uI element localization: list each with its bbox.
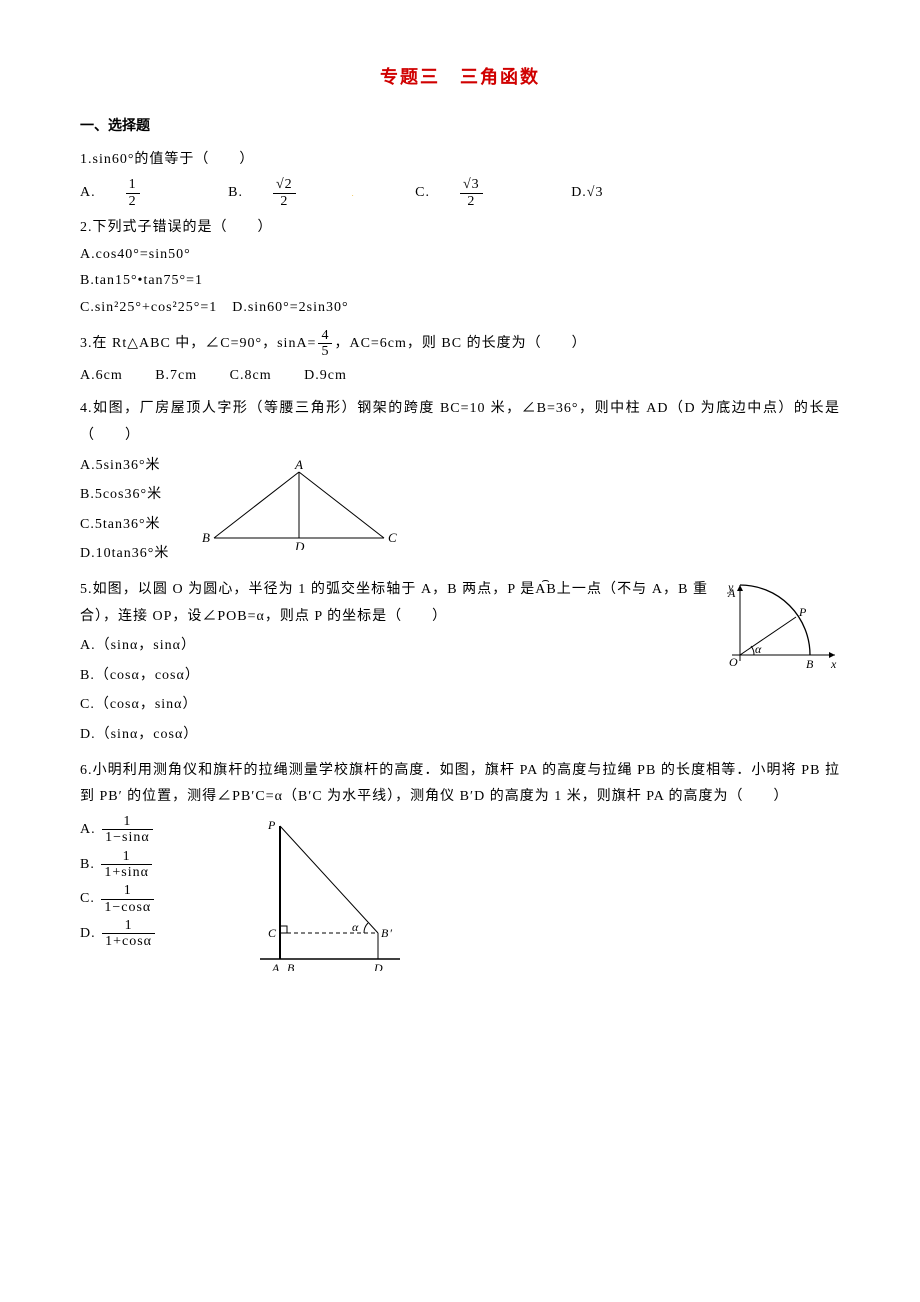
q3-options: A.6cm B.7cm C.8cm D.9cm xyxy=(80,363,840,390)
svg-text:C: C xyxy=(268,926,277,940)
q6-C: C. 11−cosα xyxy=(80,883,220,915)
q2-B: B.tan15°•tan75°=1 xyxy=(80,268,840,295)
q3-text: 3.在 Rt△ABC 中，∠C=90°，sinA=45，AC=6cm，则 BC … xyxy=(80,328,840,360)
q6-text: 6.小明利用测角仪和旗杆的拉绳测量学校旗杆的高度．如图，旗杆 PA 的高度与拉绳… xyxy=(80,758,840,811)
q3-D: D.9cm xyxy=(304,363,347,390)
question-2: 2.下列式子错误的是（ ） A.cos40°=sin50° B.tan15°•t… xyxy=(80,215,840,321)
q5-C: C.（cosα，sinα） xyxy=(80,692,840,719)
question-3: 3.在 Rt△ABC 中，∠C=90°，sinA=45，AC=6cm，则 BC … xyxy=(80,328,840,391)
svg-text:P: P xyxy=(798,605,807,619)
svg-text:B: B xyxy=(806,657,814,671)
q3-A: A.6cm xyxy=(80,363,123,390)
q1-text: 1.sin60°的值等于（ ） xyxy=(80,147,840,174)
svg-text:B′: B′ xyxy=(381,926,393,940)
q4-options: A.5sin36°米 B.5cos36°米 C.5tan36°米 D.10tan… xyxy=(80,450,169,571)
q5-figure: OABPxyα xyxy=(720,577,840,688)
q3-C: C.8cm xyxy=(230,363,272,390)
section-heading: 一、选择题 xyxy=(80,114,840,141)
q2-CD: C.sin²25°+cos²25°=1 D.sin60°=2sin30° xyxy=(80,295,840,322)
q4-B: B.5cos36°米 xyxy=(80,482,169,509)
svg-text:α: α xyxy=(755,642,762,656)
q2-text: 2.下列式子错误的是（ ） xyxy=(80,215,840,242)
svg-text:C: C xyxy=(388,530,398,545)
q6-options: A. 11−sinα B. 11+sinα C. 11−cosα D. 11+c… xyxy=(80,811,220,953)
q3-B: B.7cm xyxy=(155,363,197,390)
q6-B: B. 11+sinα xyxy=(80,849,220,881)
svg-text:B: B xyxy=(202,530,211,545)
q4-figure: A B C D xyxy=(199,460,399,561)
q1-B: B.√22. xyxy=(228,177,383,209)
svg-text:B: B xyxy=(287,961,295,971)
svg-text:P: P xyxy=(267,818,276,832)
page-title: 专题三 三角函数 xyxy=(80,60,840,94)
question-6: 6.小明利用测角仪和旗杆的拉绳测量学校旗杆的高度．如图，旗杆 PA 的高度与拉绳… xyxy=(80,758,840,982)
q4-A: A.5sin36°米 xyxy=(80,453,169,480)
question-1: 1.sin60°的值等于（ ） A.12 B.√22. C.√32 D.√3 xyxy=(80,147,840,209)
svg-text:A: A xyxy=(271,961,280,971)
svg-text:y: y xyxy=(727,580,734,594)
q6-A: A. 11−sinα xyxy=(80,814,220,846)
question-4: 4.如图，厂房屋顶人字形（等腰三角形）钢架的跨度 BC=10 米，∠B=36°，… xyxy=(80,396,840,571)
svg-text:D: D xyxy=(373,961,384,971)
q4-D: D.10tan36°米 xyxy=(80,541,169,568)
svg-text:A: A xyxy=(294,460,304,472)
q4-text: 4.如图，厂房屋顶人字形（等腰三角形）钢架的跨度 BC=10 米，∠B=36°，… xyxy=(80,396,840,449)
q2-A: A.cos40°=sin50° xyxy=(80,242,840,269)
q4-C: C.5tan36°米 xyxy=(80,512,169,539)
q1-A: A.12 xyxy=(80,177,196,209)
q5-D: D.（sinα，cosα） xyxy=(80,722,840,749)
svg-text:x: x xyxy=(830,657,837,671)
q1-options: A.12 B.√22. C.√32 D.√3 xyxy=(80,177,840,209)
svg-text:α: α xyxy=(352,920,359,934)
q1-D: D.√3 xyxy=(571,180,603,207)
svg-text:D: D xyxy=(294,539,305,550)
q1-C: C.√32 xyxy=(415,177,539,209)
q6-figure: P AB C D B′ α xyxy=(250,811,410,982)
q6-D: D. 11+cosα xyxy=(80,918,220,950)
question-5: OABPxyα 5.如图，以圆 O 为圆心，半径为 1 的弧交坐标轴于 A，B … xyxy=(80,577,840,752)
svg-text:O: O xyxy=(729,655,739,669)
